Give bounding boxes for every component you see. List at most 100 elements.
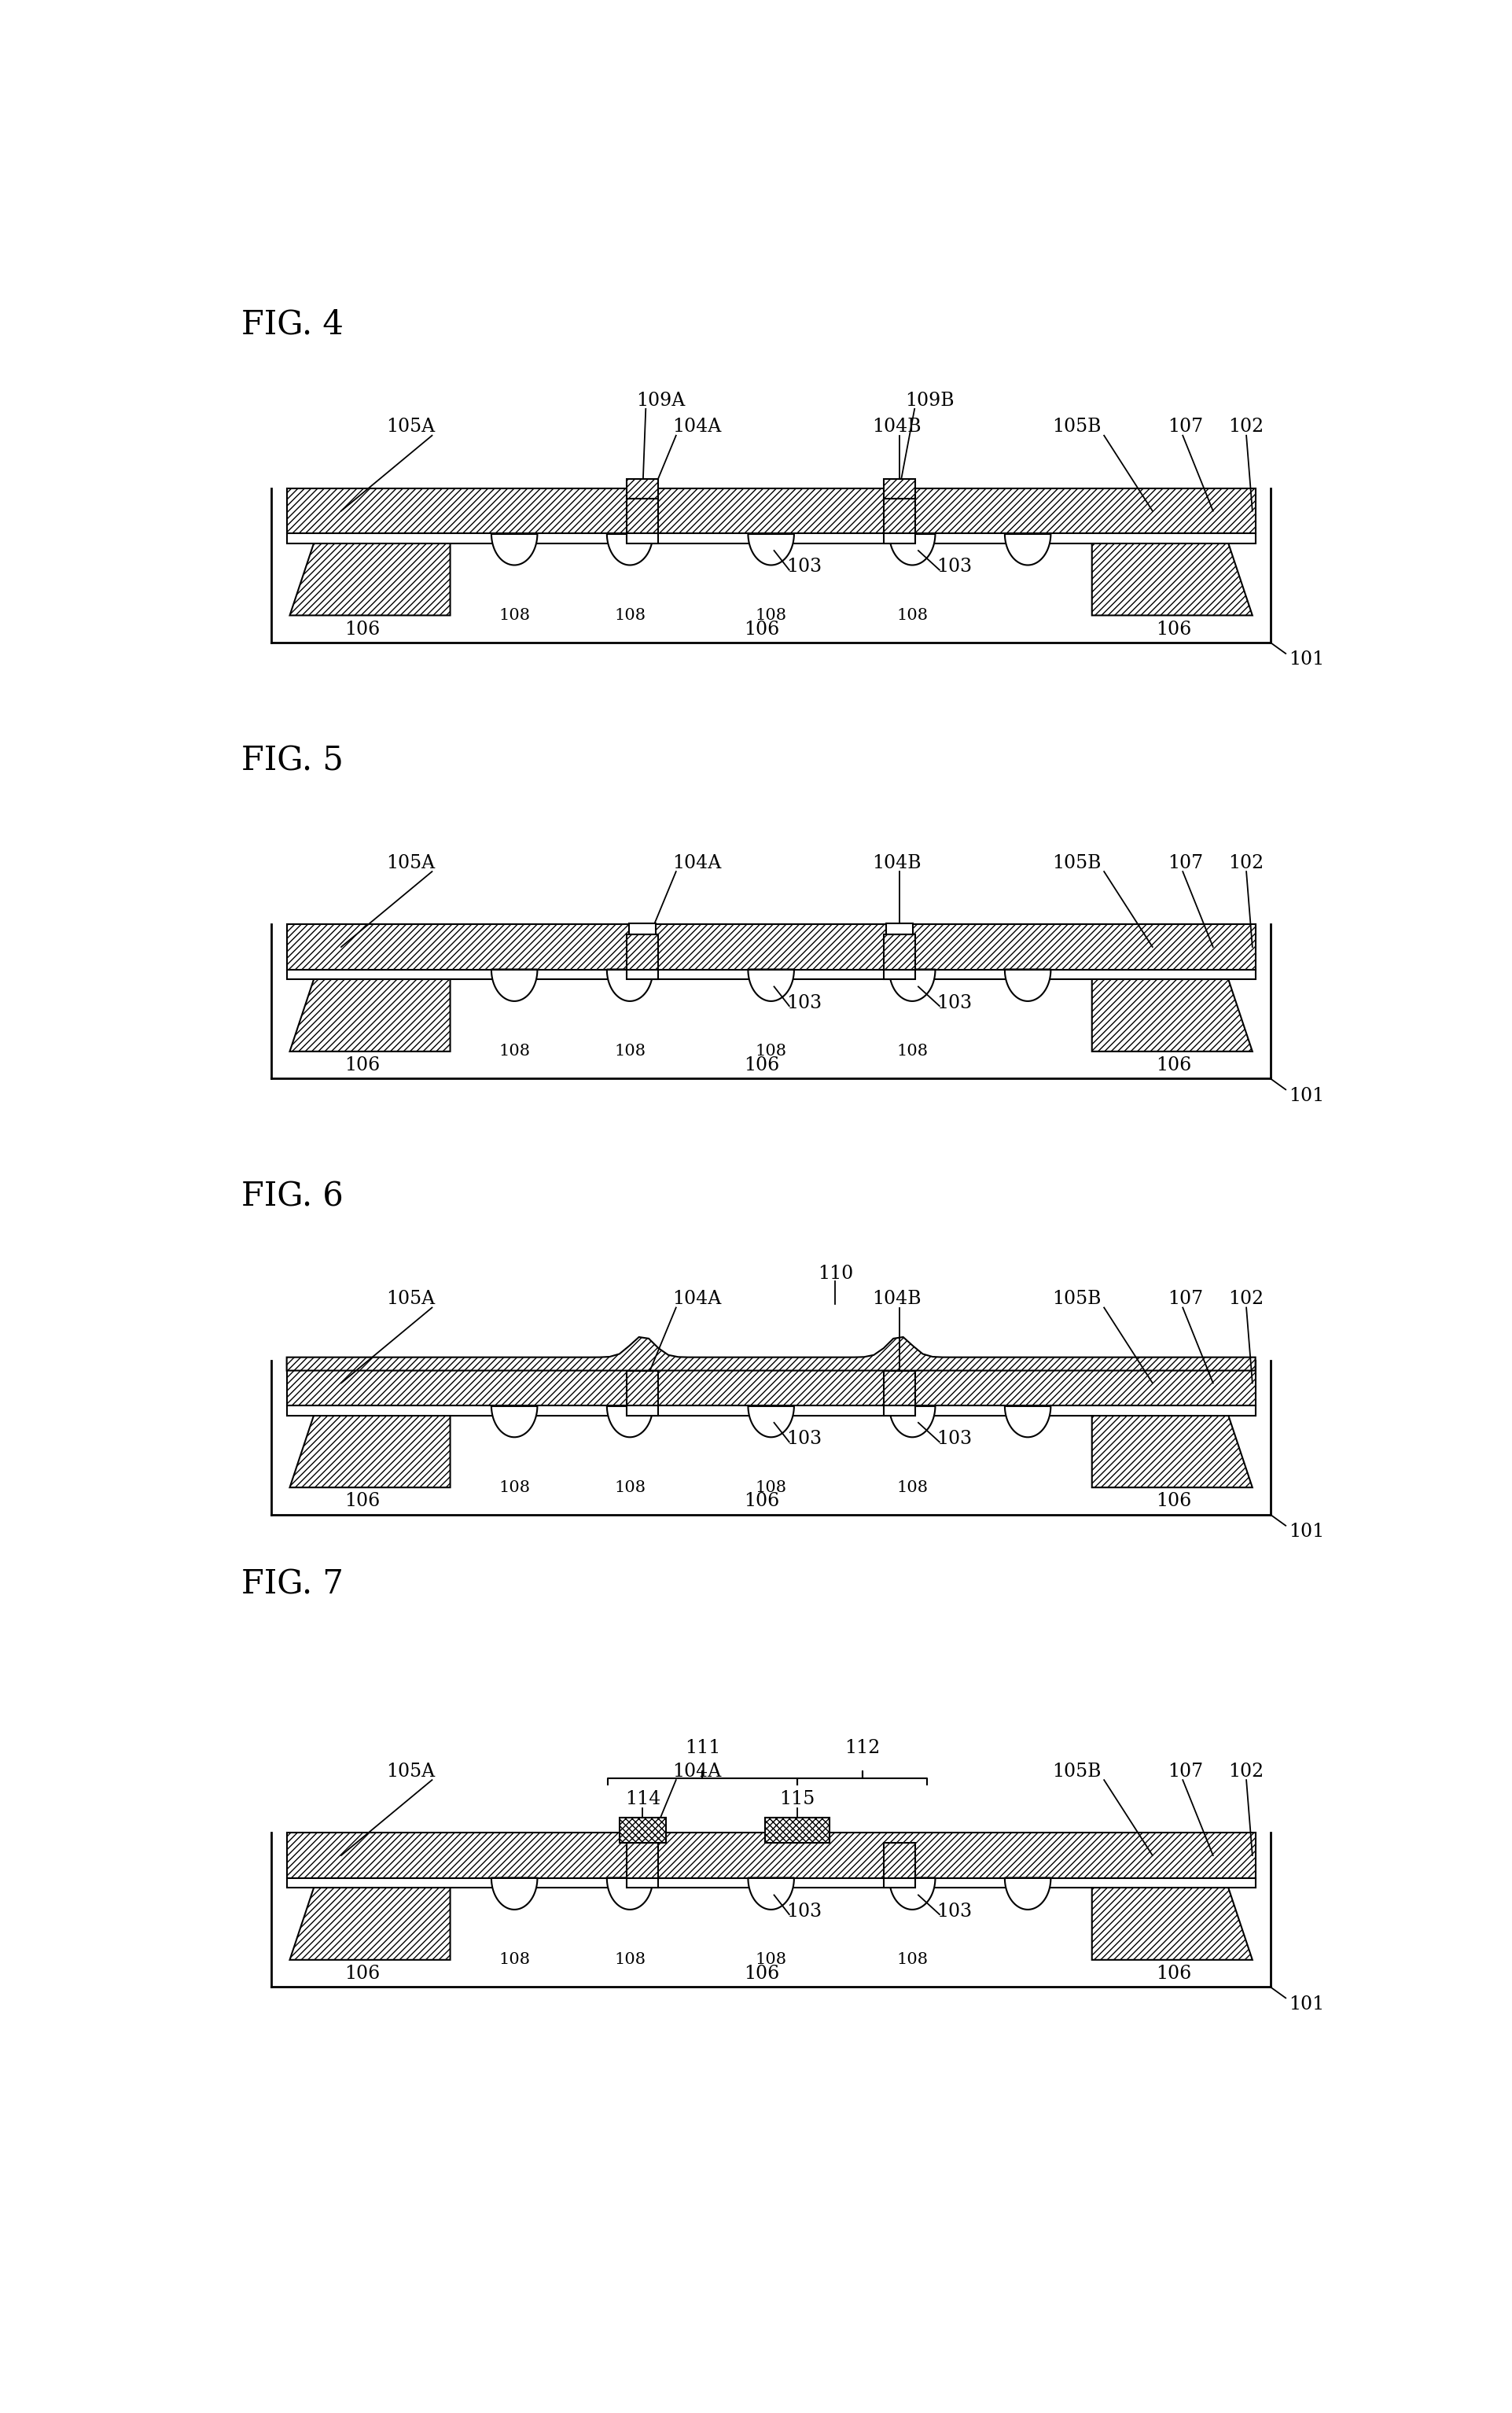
Polygon shape bbox=[1004, 533, 1051, 565]
Polygon shape bbox=[889, 1407, 934, 1438]
Bar bbox=[883, 499, 915, 533]
Text: FIG. 5: FIG. 5 bbox=[242, 743, 343, 777]
Polygon shape bbox=[1092, 1407, 1252, 1486]
Polygon shape bbox=[889, 970, 934, 1001]
Polygon shape bbox=[287, 1337, 1255, 1371]
Bar bbox=[883, 934, 915, 970]
Text: 101: 101 bbox=[1288, 1996, 1323, 2012]
Polygon shape bbox=[747, 533, 794, 565]
Bar bbox=[883, 970, 915, 980]
Text: 103: 103 bbox=[936, 1431, 972, 1448]
Text: 104B: 104B bbox=[871, 417, 921, 437]
Text: 107: 107 bbox=[1167, 417, 1204, 437]
Bar bbox=[765, 1817, 830, 1844]
Text: 101: 101 bbox=[1288, 1086, 1323, 1105]
Text: 106: 106 bbox=[345, 1057, 380, 1074]
Bar bbox=[883, 1371, 915, 1407]
Text: 104A: 104A bbox=[673, 417, 721, 437]
Text: 102: 102 bbox=[1228, 417, 1264, 437]
Polygon shape bbox=[1092, 1877, 1252, 1959]
Bar bbox=[629, 924, 656, 934]
Text: 108: 108 bbox=[897, 1479, 927, 1496]
Bar bbox=[883, 1407, 915, 1416]
Polygon shape bbox=[889, 1877, 934, 1909]
Bar bbox=[883, 1844, 915, 1877]
Text: 107: 107 bbox=[1167, 854, 1204, 871]
Text: 108: 108 bbox=[614, 1479, 646, 1496]
Text: 108: 108 bbox=[754, 608, 786, 623]
Polygon shape bbox=[889, 533, 934, 565]
Text: 106: 106 bbox=[345, 1964, 380, 1983]
Text: 108: 108 bbox=[754, 1952, 786, 1967]
Polygon shape bbox=[1092, 533, 1252, 615]
Text: 105B: 105B bbox=[1052, 1291, 1101, 1308]
Bar bbox=[626, 1877, 658, 1887]
Text: 105B: 105B bbox=[1052, 854, 1101, 871]
Text: 107: 107 bbox=[1167, 1291, 1204, 1308]
Polygon shape bbox=[290, 970, 451, 1052]
Text: 110: 110 bbox=[816, 1264, 853, 1284]
Text: 103: 103 bbox=[786, 994, 821, 1011]
Text: 106: 106 bbox=[744, 1057, 779, 1074]
Text: 105A: 105A bbox=[386, 1291, 435, 1308]
Bar bbox=[287, 533, 1255, 543]
Bar bbox=[620, 1817, 665, 1844]
Text: FIG. 7: FIG. 7 bbox=[242, 1568, 343, 1600]
Bar bbox=[883, 1877, 915, 1887]
Text: 106: 106 bbox=[1155, 1964, 1191, 1983]
Text: 106: 106 bbox=[744, 1964, 779, 1983]
Bar bbox=[626, 1844, 658, 1877]
Bar bbox=[626, 970, 658, 980]
Polygon shape bbox=[606, 533, 653, 565]
Bar bbox=[287, 970, 1255, 980]
Text: 108: 108 bbox=[499, 1479, 529, 1496]
Text: 105A: 105A bbox=[386, 854, 435, 871]
Polygon shape bbox=[290, 1877, 451, 1959]
Polygon shape bbox=[1004, 1407, 1051, 1438]
Text: 108: 108 bbox=[614, 1952, 646, 1967]
Text: 104A: 104A bbox=[673, 1291, 721, 1308]
Text: 106: 106 bbox=[1155, 620, 1191, 639]
Bar bbox=[287, 1407, 1255, 1416]
Text: 103: 103 bbox=[936, 1901, 972, 1921]
Text: 103: 103 bbox=[936, 994, 972, 1011]
Bar bbox=[287, 487, 1255, 533]
Polygon shape bbox=[491, 1407, 537, 1438]
Text: 108: 108 bbox=[499, 1045, 529, 1059]
Bar bbox=[287, 924, 1255, 970]
Text: 108: 108 bbox=[897, 1045, 927, 1059]
Text: 109B: 109B bbox=[904, 391, 954, 410]
Text: 112: 112 bbox=[844, 1740, 880, 1757]
Polygon shape bbox=[491, 1877, 537, 1909]
Polygon shape bbox=[290, 1407, 451, 1486]
Text: 105A: 105A bbox=[386, 1761, 435, 1781]
Text: 109A: 109A bbox=[637, 391, 685, 410]
Polygon shape bbox=[747, 1407, 794, 1438]
Text: 103: 103 bbox=[786, 1901, 821, 1921]
Text: 108: 108 bbox=[754, 1045, 786, 1059]
Text: 106: 106 bbox=[1155, 1057, 1191, 1074]
Text: 108: 108 bbox=[897, 608, 927, 623]
Text: 108: 108 bbox=[499, 1952, 529, 1967]
Text: 115: 115 bbox=[779, 1790, 815, 1807]
Bar bbox=[883, 533, 915, 543]
Bar bbox=[626, 499, 658, 533]
Polygon shape bbox=[491, 970, 537, 1001]
Text: 104A: 104A bbox=[673, 1761, 721, 1781]
Text: 106: 106 bbox=[744, 620, 779, 639]
Bar bbox=[287, 1831, 1255, 1877]
Text: 105B: 105B bbox=[1052, 417, 1101, 437]
Polygon shape bbox=[1004, 970, 1051, 1001]
Text: 105B: 105B bbox=[1052, 1761, 1101, 1781]
Text: 102: 102 bbox=[1228, 1291, 1264, 1308]
Text: 106: 106 bbox=[345, 1491, 380, 1511]
Text: FIG. 4: FIG. 4 bbox=[242, 309, 343, 340]
Text: 108: 108 bbox=[754, 1479, 786, 1496]
Polygon shape bbox=[491, 533, 537, 565]
Text: 101: 101 bbox=[1288, 652, 1323, 668]
Bar bbox=[626, 1371, 658, 1407]
Bar bbox=[626, 480, 658, 499]
Text: 105A: 105A bbox=[386, 417, 435, 437]
Text: 107: 107 bbox=[1167, 1761, 1204, 1781]
Bar bbox=[626, 533, 658, 543]
